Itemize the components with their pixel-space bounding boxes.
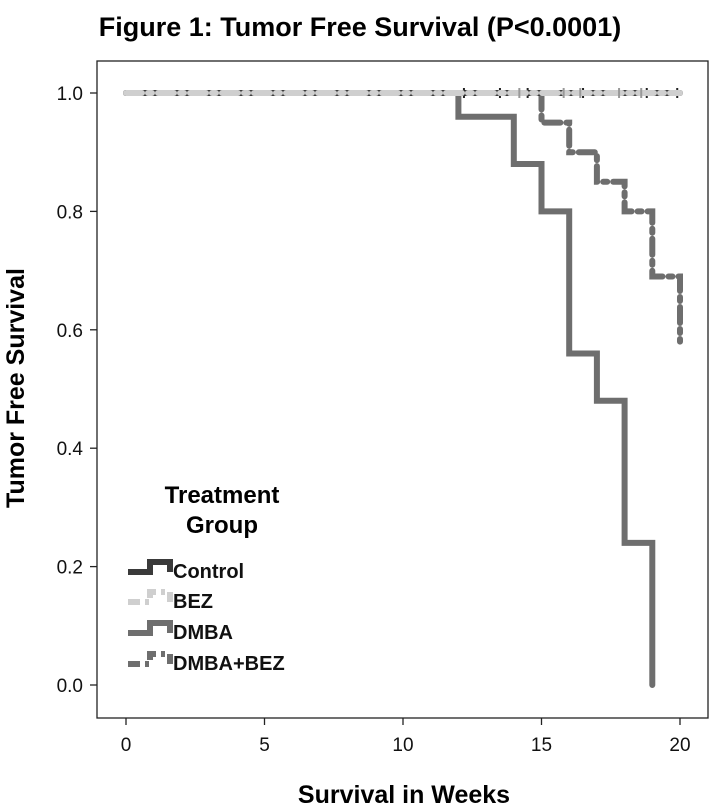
y-tick-label-3: 0.6	[57, 321, 83, 342]
legend-swatch-bez	[128, 589, 173, 605]
x-tick-label-4: 20	[669, 735, 690, 756]
axes-layer: 0 5 10 15 20 0.0 0.2 0.4 0.6 0.8 1.0	[57, 60, 709, 756]
legend-label-dmba: DMBA	[173, 622, 233, 644]
x-axis-title: Survival in Weeks	[298, 781, 510, 809]
x-tick-label-3: 15	[531, 735, 552, 756]
legend-label-bez: BEZ	[173, 591, 213, 613]
plot-frame	[96, 60, 709, 719]
legend-label-control: Control	[173, 561, 244, 583]
series-layer	[123, 88, 683, 688]
y-axis-title: Tumor Free Survival	[2, 268, 30, 508]
legend-title-line-1: Treatment	[165, 482, 280, 509]
legend-swatch-dmba	[128, 620, 173, 636]
legend-label-dmba-bez: DMBA+BEZ	[173, 653, 285, 675]
x-tick-label-0: 0	[121, 735, 132, 756]
y-tick-label-0: 0.0	[57, 676, 83, 697]
legend-title-line-2: Group	[186, 512, 258, 539]
y-tick-label-5: 1.0	[57, 84, 83, 105]
x-tick-label-1: 5	[259, 735, 270, 756]
series-line-dmba	[123, 90, 656, 688]
series-line-dmba-bez	[123, 90, 683, 345]
legend: Treatment Group Control BEZ DMBA DMBA+BEZ	[128, 482, 285, 675]
chart-title: Figure 1: Tumor Free Survival (P<0.0001)	[98, 12, 622, 42]
y-tick-label-4: 0.8	[57, 202, 83, 223]
y-tick-label-2: 0.4	[57, 439, 84, 460]
legend-swatch-control	[128, 559, 173, 575]
legend-swatch-dmba-bez	[128, 651, 173, 667]
x-tick-label-2: 10	[392, 735, 413, 756]
y-tick-label-1: 0.2	[57, 558, 83, 579]
